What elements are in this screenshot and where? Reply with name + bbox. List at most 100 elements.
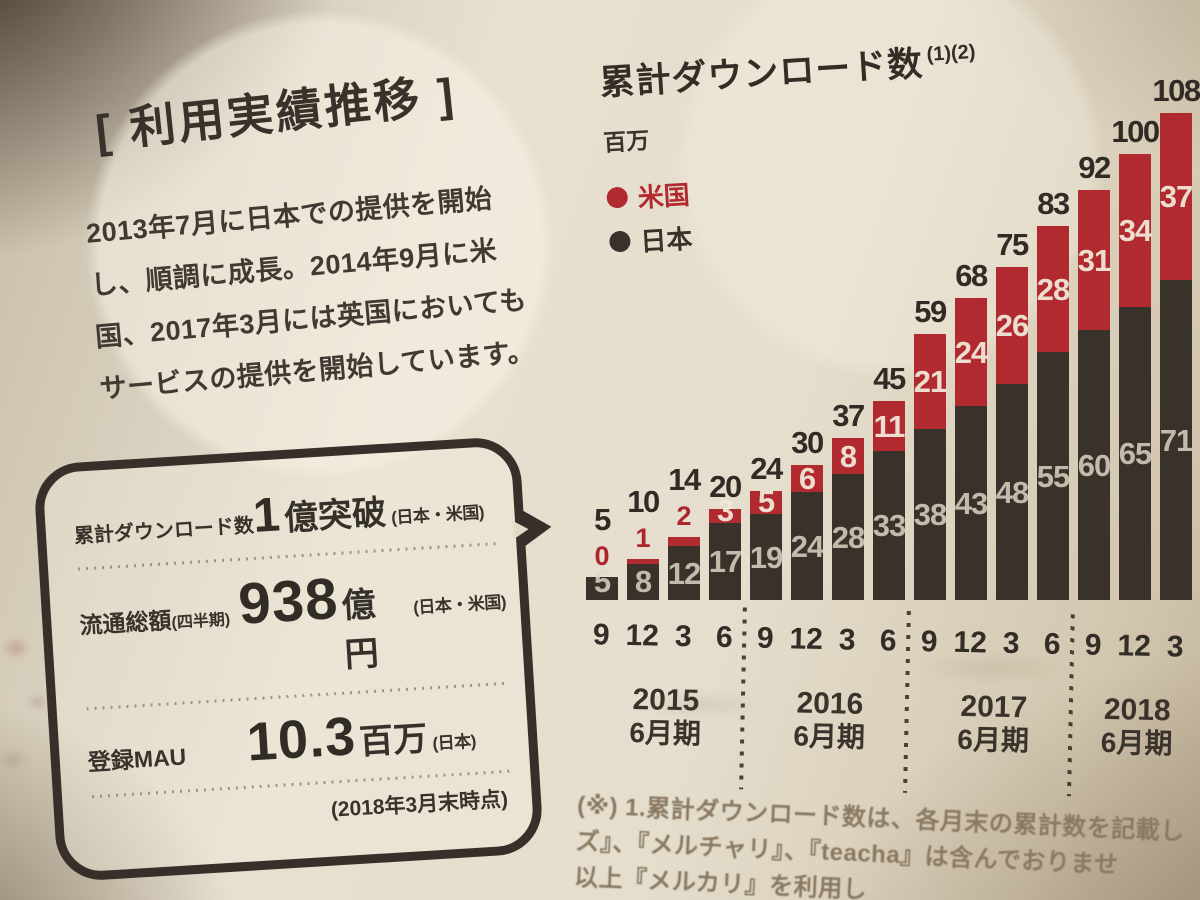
bar-value-label-japan: 12 [667, 555, 701, 591]
bar-segment-japan [873, 451, 905, 600]
bar-value-label-us: 6 [798, 460, 816, 496]
stats-speech-bubble: 累計ダウンロード数 1 億突破 (日本・米国) 流通総額(四半期) 938 億円… [32, 435, 553, 883]
bar-total-label: 108 [1152, 72, 1200, 108]
bar-segment-japan [1119, 307, 1151, 600]
bar-value-label-japan: 8 [634, 563, 652, 599]
bar-segment-japan [627, 564, 659, 600]
bar-value-label-japan: 43 [954, 485, 988, 521]
bar-value-label-us: 2 [676, 500, 692, 531]
bar-segment-japan [914, 429, 946, 600]
stat-label: 累計ダウンロード数 [73, 514, 255, 548]
bar-value-label-us: 31 [1077, 242, 1111, 278]
bar-segment-us [668, 537, 700, 546]
section-heading: [ 利用実績推移 ] [93, 68, 459, 158]
fiscal-term-label: 6月期 [629, 717, 702, 750]
year-label: 2018 [1103, 692, 1172, 728]
bar-total-label: 100 [1111, 113, 1160, 149]
bar-value-label-japan: 60 [1077, 447, 1111, 483]
bar-total-label: 10 [627, 483, 660, 519]
bar-segment-us [1078, 190, 1110, 330]
bar-total-label: 24 [750, 450, 783, 486]
stat-row-gmv: 流通総額(四半期) 938 億円 (日本・米国) [77, 554, 510, 695]
bar-value-label-us: 37 [1159, 178, 1193, 214]
bar-segment-japan [996, 384, 1028, 600]
bar-value-label-us: 8 [839, 438, 857, 474]
bar-value-label-us: 0 [594, 540, 610, 571]
stat-unit: 億突破 [282, 493, 388, 538]
plot-area: 5 0 5 8 1 10 12 2 14 17 3 20 19 5 24 24 6 30 28 8 37 33 11 45 38… [583, 73, 1200, 600]
bar-segment-us [832, 438, 864, 474]
bar-segment-us [750, 491, 782, 514]
stat-unit: 億円 [340, 585, 380, 675]
stat-label-suffix: (四半期) [171, 611, 231, 633]
bar-value-label-japan: 24 [790, 528, 824, 564]
bar-total-label: 30 [791, 424, 824, 460]
fiscal-term-label: 6月期 [1100, 726, 1173, 760]
year-group-label: 2015 6月期 [590, 682, 741, 751]
stat-row-mau: 登録MAU 10.3 百万 (日本) [85, 693, 515, 782]
bar-segment-japan [832, 474, 864, 600]
bar-segment-us [709, 509, 741, 523]
bar-segment-us [1037, 226, 1069, 352]
year-label: 2015 [632, 683, 700, 718]
bar-total-label: 83 [1037, 185, 1070, 221]
stat-label: 登録MAU [87, 743, 187, 776]
bar-value-label-us: 24 [954, 334, 988, 370]
stat-row-cumulative-downloads: 累計ダウンロード数 1 億突破 (日本・米国) [72, 472, 502, 555]
fiscal-term-label: 6月期 [957, 723, 1030, 757]
stat-unit: 百万 [358, 719, 429, 762]
bar-segment-japan [586, 577, 618, 600]
bar-segment-japan [1078, 330, 1110, 600]
chart-title-footnote-refs: (1)(2) [925, 40, 977, 66]
stat-scope: (日本・米国) [390, 502, 485, 528]
bar-segment-us [996, 267, 1028, 384]
bar-value-label-japan: 17 [708, 543, 742, 579]
bar-value-label-japan: 55 [1036, 458, 1070, 494]
bar-segment-us [955, 298, 987, 406]
bar-segment-us [873, 401, 905, 451]
bar-total-label: 37 [832, 397, 865, 433]
stat-scope: (日本) [431, 731, 477, 754]
bar-value-label-japan: 28 [831, 519, 865, 555]
bar-total-label: 20 [709, 468, 742, 504]
bar-value-label-us: 28 [1036, 271, 1070, 307]
bar-value-label-japan: 65 [1118, 435, 1152, 471]
bar-total-label: 5 [594, 501, 611, 537]
bar-value-label-us: 1 [635, 522, 651, 553]
bar-total-label: 68 [955, 257, 988, 293]
x-tick-label: 3 [1166, 630, 1184, 664]
bar-segment-us [914, 334, 946, 429]
bar-segment-us [1119, 154, 1151, 307]
bar-segment-japan [1160, 280, 1192, 600]
bar-total-label: 14 [668, 461, 701, 497]
stat-value: 938 [236, 565, 341, 637]
bar-value-label-japan: 48 [995, 474, 1029, 510]
bar-total-label: 59 [914, 293, 947, 329]
bar-segment-us [627, 559, 659, 564]
bar-segment-japan [955, 406, 987, 600]
bar-value-label-us: 5 [757, 483, 775, 519]
bar-value-label-us: 21 [913, 363, 947, 399]
bar-value-label-us: 3 [716, 492, 734, 528]
bar-segment-us [1160, 113, 1192, 280]
year-label: 2016 [796, 686, 864, 721]
bubble-tail-inner [512, 520, 530, 540]
chart-title: 累計ダウンロード数(1)(2) [598, 40, 977, 103]
intro-paragraph: 2013年7月に日本での提供を開始 し、順調に成長。2014年9月に米 国、20… [84, 183, 537, 405]
fiscal-term-label: 6月期 [793, 720, 866, 753]
bar-segment-japan [791, 492, 823, 600]
year-group-label: 2016 6月期 [754, 686, 905, 755]
year-group-label: 2017 6月期 [918, 689, 1069, 758]
bar-value-label-us: 26 [995, 307, 1029, 343]
bar-total-label: 45 [873, 360, 906, 396]
bar-segment-japan [750, 514, 782, 600]
bar-value-label-japan: 38 [913, 496, 947, 532]
bar-segment-us [791, 465, 823, 492]
year-group-label: 2018 6月期 [1061, 692, 1200, 761]
bar-value-label-japan: 71 [1159, 422, 1193, 458]
bar-value-label-japan: 33 [872, 507, 906, 543]
stat-value: 1 [251, 488, 283, 543]
bar-segment-japan [709, 523, 741, 600]
bar-value-label-japan: 5 [593, 563, 611, 599]
